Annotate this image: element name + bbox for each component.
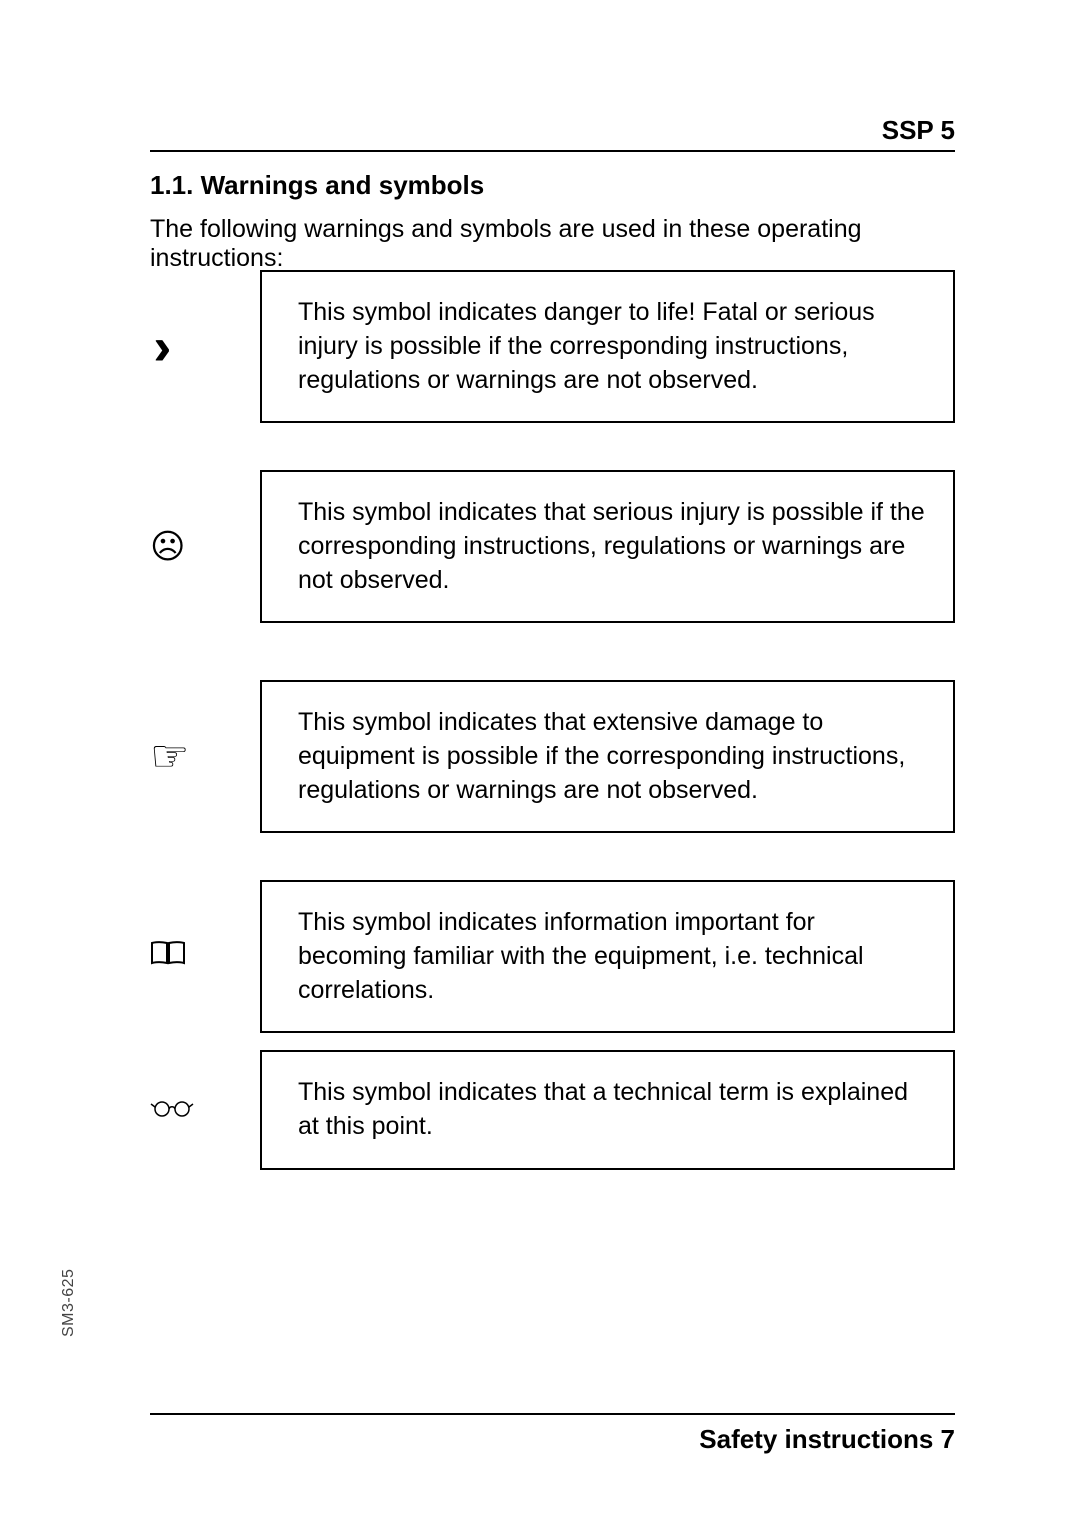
document-page: SSP 5 1.1. Warnings and symbols The foll… xyxy=(0,0,1080,1525)
icon-column xyxy=(150,937,260,976)
glasses-icon xyxy=(150,1094,194,1126)
icon-column xyxy=(150,1094,260,1126)
section-heading: 1.1. Warnings and symbols xyxy=(150,170,484,201)
double-chevron-icon: ›› xyxy=(150,321,154,373)
side-document-code: SM3-625 xyxy=(60,1269,78,1337)
warning-box: This symbol indicates information import… xyxy=(260,880,955,1033)
open-book-icon xyxy=(150,937,186,976)
warning-row-danger-to-life: ›› This symbol indicates danger to life!… xyxy=(150,270,955,423)
icon-column: ›› xyxy=(150,321,260,373)
warning-row-equipment-damage: ☞ This symbol indicates that extensive d… xyxy=(150,680,955,833)
header-right-label: SSP 5 xyxy=(882,115,955,146)
sad-face-icon: ☹ xyxy=(150,527,185,567)
header-rule xyxy=(150,150,955,152)
warning-box: This symbol indicates that serious injur… xyxy=(260,470,955,623)
pointing-hand-icon: ☞ xyxy=(150,731,189,782)
warning-row-technical-term: This symbol indicates that a technical t… xyxy=(150,1050,955,1170)
section-intro: The following warnings and symbols are u… xyxy=(150,215,955,273)
footer-rule xyxy=(150,1413,955,1415)
warning-box: This symbol indicates that a technical t… xyxy=(260,1050,955,1170)
footer-label: Safety instructions 7 xyxy=(699,1424,955,1455)
warning-row-important-info: This symbol indicates information import… xyxy=(150,880,955,1033)
warning-row-serious-injury: ☹ This symbol indicates that serious inj… xyxy=(150,470,955,623)
warning-box: This symbol indicates that extensive dam… xyxy=(260,680,955,833)
icon-column: ☞ xyxy=(150,731,260,782)
icon-column: ☹ xyxy=(150,527,260,567)
warning-box: This symbol indicates danger to life! Fa… xyxy=(260,270,955,423)
